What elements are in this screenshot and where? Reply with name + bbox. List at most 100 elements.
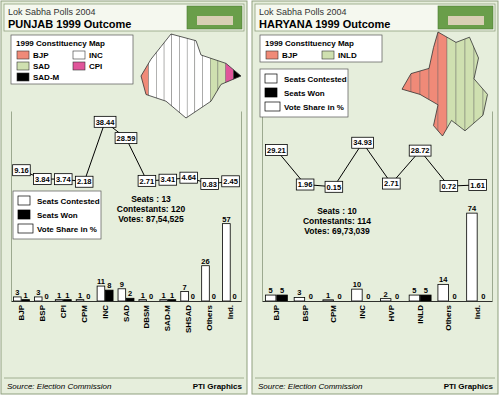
- x-axis-line: [12, 301, 242, 302]
- data-label: 1.96: [298, 180, 313, 189]
- marker-box: [75, 176, 93, 187]
- marker-box: [352, 137, 374, 148]
- data-label: 3: [15, 288, 19, 297]
- x-tick: INC: [358, 301, 367, 319]
- data-label: 0: [395, 292, 399, 301]
- legend-swatch: [18, 210, 30, 219]
- data-label: 1: [65, 291, 69, 300]
- tick-label: HVP: [387, 304, 396, 321]
- footer-divider: [255, 378, 495, 379]
- legend-box: [260, 69, 348, 117]
- data-label: 5: [424, 286, 428, 295]
- legend-label: Vote Share in %: [284, 103, 344, 112]
- marker-box: [222, 176, 240, 187]
- map-region: [411, 32, 420, 136]
- bar: [168, 300, 176, 301]
- map-regions: [141, 34, 241, 118]
- map-legend-box: [11, 35, 133, 84]
- map-region: [402, 32, 411, 136]
- tick-label: DBSM: [142, 305, 151, 329]
- legend-label: Vote Share in %: [37, 225, 97, 234]
- data-label: 0: [212, 292, 216, 301]
- x-tick: CPM: [80, 301, 89, 323]
- map-region: [438, 32, 447, 136]
- map-legend-label: INLD: [338, 51, 357, 60]
- map-legend-swatch: [17, 73, 29, 81]
- marker-box: [180, 172, 198, 183]
- panel: Lok Sabha Polls 2004HARYANA 1999 Outcome…: [252, 1, 498, 394]
- map-regions: [402, 32, 492, 136]
- data-label: 5: [269, 286, 273, 295]
- data-label: 5: [412, 286, 416, 295]
- map-region: [210, 34, 218, 118]
- data-label: 7: [182, 283, 186, 292]
- legend-swatch: [265, 74, 277, 83]
- marker-box: [159, 174, 177, 185]
- data-label: 9: [120, 280, 124, 289]
- x-tick: Others: [444, 301, 453, 331]
- marker-box: [13, 165, 31, 176]
- header-image-building: [197, 16, 233, 25]
- marker-box: [469, 179, 487, 190]
- x-tick: INLD: [416, 301, 425, 324]
- map-legend-label: SAD: [33, 62, 50, 71]
- data-label: 29.21: [267, 146, 286, 155]
- data-label: 0.72: [442, 182, 457, 191]
- line: [21, 122, 230, 184]
- data-label: 0: [452, 292, 456, 301]
- data-label: 57: [222, 215, 230, 224]
- map-region: [226, 34, 234, 118]
- x-tick: DBSM: [142, 301, 151, 329]
- data-label: 2: [384, 290, 388, 299]
- data-label: 0: [366, 292, 370, 301]
- bar: [202, 266, 210, 301]
- title: PUNJAB 1999 Outcome: [8, 18, 132, 30]
- data-label: 8: [107, 281, 111, 290]
- bar: [105, 290, 113, 301]
- tick-label: Ind.: [226, 305, 235, 319]
- bar: [13, 297, 21, 301]
- map-legend-swatch: [322, 51, 334, 59]
- y2-axis-line: [241, 112, 242, 302]
- x-tick: Ind.: [473, 301, 482, 319]
- figure: Lok Sabha Polls 2004PUNJAB 1999 Outcome1…: [0, 0, 500, 396]
- data-label: 0.15: [327, 183, 342, 192]
- map-region: [141, 34, 149, 118]
- data-label: 3.41: [161, 175, 176, 184]
- map-legend-label: INC: [89, 51, 103, 60]
- data-label: 14: [439, 275, 448, 284]
- data-label: 0.83: [202, 180, 217, 189]
- x-tick: HVP: [387, 301, 396, 321]
- header-image: [438, 6, 493, 29]
- map-region: [203, 34, 211, 118]
- data-label: 5: [280, 286, 284, 295]
- tick-label: BJP: [272, 304, 281, 320]
- data-label: 34.93: [353, 138, 372, 147]
- data-label: 38.44: [96, 118, 116, 127]
- tick-label: Others: [205, 304, 214, 330]
- title: HARYANA 1999 Outcome: [259, 18, 390, 30]
- bar: [97, 286, 105, 301]
- map-region: [233, 34, 241, 118]
- map-legend-swatch: [17, 62, 29, 70]
- data-label: 0: [149, 292, 153, 301]
- data-label: 2.71: [140, 177, 155, 186]
- map-region: [465, 32, 474, 136]
- data-label: 3: [297, 288, 301, 297]
- bar: [22, 300, 30, 301]
- tick-label: BSP: [38, 304, 47, 321]
- tick-label: INC: [358, 305, 367, 319]
- map-legend: 1999 Constituency MapBJPINCSADCPISAD-M: [11, 35, 133, 84]
- data-label: 4.64: [181, 173, 196, 182]
- tick-label: CPI: [59, 305, 68, 318]
- y2-axis: [241, 112, 242, 302]
- footer-divider: [4, 378, 244, 379]
- marker-box: [409, 145, 431, 156]
- x-tick: SHSAD: [184, 301, 193, 333]
- data-label: 1.61: [470, 181, 485, 190]
- y-axis: [11, 112, 12, 302]
- map-region: [195, 34, 203, 118]
- bar: [380, 299, 390, 301]
- bar: [34, 297, 42, 301]
- data-label: 2: [128, 289, 132, 298]
